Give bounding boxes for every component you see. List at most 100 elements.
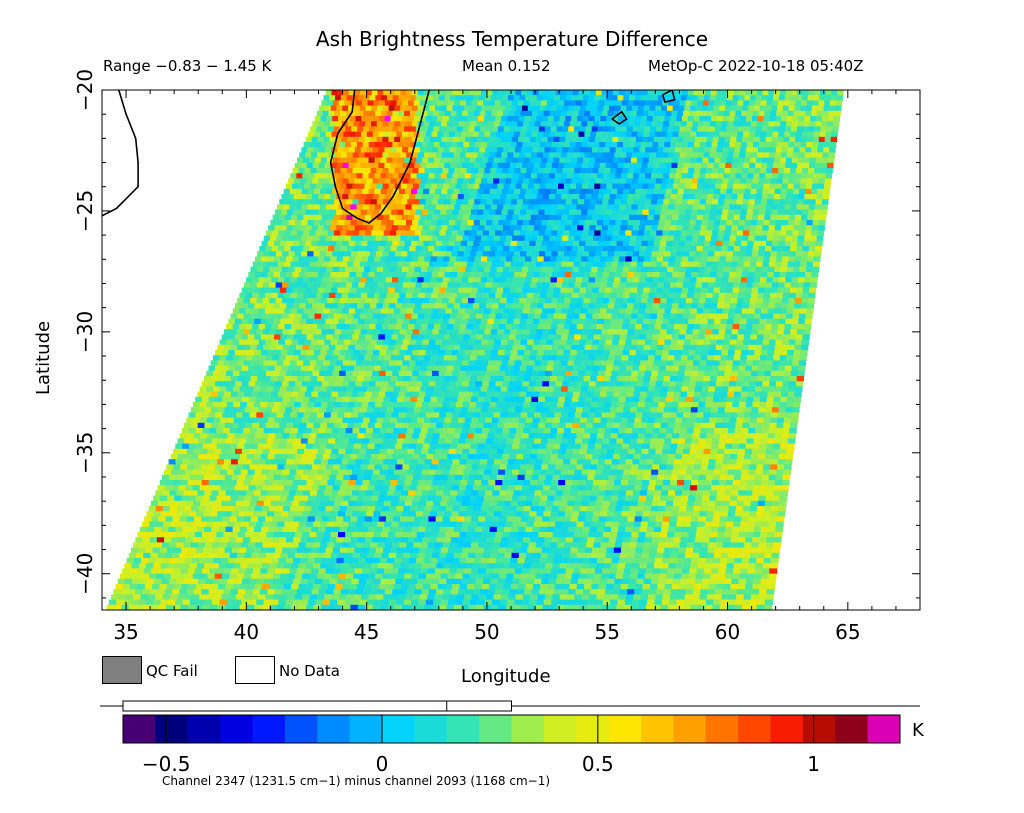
swath-cell bbox=[300, 334, 308, 341]
swath-cell bbox=[418, 256, 426, 263]
swath-cell bbox=[297, 324, 305, 330]
swath-cell bbox=[464, 105, 471, 112]
swath-cell bbox=[786, 188, 794, 195]
swath-cell bbox=[661, 292, 669, 299]
swath-cell bbox=[795, 339, 803, 346]
swath-cell bbox=[796, 95, 803, 101]
swath-cell bbox=[302, 344, 310, 351]
swath-cell bbox=[311, 194, 319, 200]
swath-cell bbox=[314, 313, 322, 320]
swath-cell bbox=[511, 303, 519, 309]
swath-cell bbox=[485, 324, 493, 330]
swath-cell bbox=[475, 142, 482, 148]
swath-cell bbox=[452, 246, 460, 252]
swath-cell bbox=[512, 136, 519, 143]
swath-cell bbox=[606, 136, 614, 143]
swath-cell bbox=[678, 105, 685, 112]
swath-cell bbox=[355, 116, 362, 122]
swath-cell bbox=[360, 147, 368, 153]
swath-cell bbox=[709, 344, 717, 351]
swath-cell bbox=[548, 95, 555, 101]
swath-cell bbox=[441, 136, 448, 143]
swath-cell bbox=[439, 142, 447, 148]
swath-cell bbox=[580, 147, 587, 153]
swath-cell bbox=[435, 360, 443, 367]
swath-cell bbox=[693, 142, 701, 148]
swath-cell bbox=[441, 282, 448, 289]
swath-cell bbox=[745, 287, 753, 294]
swath-cell bbox=[576, 298, 584, 304]
swath-cell bbox=[219, 339, 227, 346]
swath-cell bbox=[652, 220, 660, 226]
swath-cell bbox=[814, 251, 822, 257]
swath-cell bbox=[346, 246, 354, 252]
swath-cell bbox=[684, 131, 691, 138]
swath-cell bbox=[431, 100, 438, 107]
swath-cell bbox=[718, 365, 726, 372]
swath-cell bbox=[560, 240, 568, 247]
swath-cell bbox=[538, 209, 546, 216]
swath-cell bbox=[273, 287, 281, 294]
swath-cell bbox=[666, 329, 674, 335]
swath-cell bbox=[682, 142, 689, 148]
swath-cell bbox=[285, 355, 293, 361]
swath-cell bbox=[812, 178, 820, 185]
swath-cell bbox=[708, 313, 716, 320]
swath-cell bbox=[441, 339, 450, 346]
swath-cell bbox=[304, 168, 312, 174]
swath-cell bbox=[433, 142, 441, 148]
swath-cell bbox=[713, 194, 720, 200]
swath-cell bbox=[298, 272, 306, 278]
swath-cell bbox=[580, 282, 588, 289]
swath-cell bbox=[524, 116, 531, 122]
swath-cell bbox=[563, 121, 571, 127]
swath-cell bbox=[705, 90, 712, 96]
swath-cell bbox=[286, 225, 294, 231]
swath-cell bbox=[657, 339, 666, 346]
swath-cell bbox=[531, 131, 538, 138]
swath-cell bbox=[783, 287, 791, 294]
swath-cell bbox=[581, 142, 589, 148]
swath-cell bbox=[629, 318, 637, 325]
swath-cell bbox=[724, 261, 732, 268]
swath-cell bbox=[507, 339, 515, 346]
swath-cell bbox=[507, 116, 514, 122]
swath-cell bbox=[333, 298, 341, 304]
swath-cell bbox=[379, 277, 387, 283]
swath-cell bbox=[804, 194, 811, 200]
swath-cell bbox=[620, 360, 628, 367]
swath-cell bbox=[770, 370, 779, 377]
swath-cell bbox=[549, 355, 557, 361]
swath-cell bbox=[775, 339, 783, 346]
swath-cell bbox=[412, 292, 420, 299]
swath-cell bbox=[509, 287, 517, 294]
swath-cell bbox=[711, 116, 718, 122]
swath-cell bbox=[707, 220, 715, 226]
swath-cell bbox=[702, 157, 710, 164]
swath-cell bbox=[773, 162, 780, 169]
swath-cell bbox=[509, 308, 517, 315]
swath-cell bbox=[404, 110, 411, 117]
swath-cell bbox=[529, 355, 537, 361]
swath-cell bbox=[247, 303, 255, 309]
swath-cell bbox=[443, 355, 451, 361]
swath-cell bbox=[530, 303, 538, 309]
swath-cell bbox=[396, 282, 404, 289]
swath-cell bbox=[427, 110, 434, 117]
swath-cell bbox=[656, 256, 664, 263]
swath-cell bbox=[673, 100, 681, 107]
swath-cell bbox=[490, 329, 498, 335]
swath-cell bbox=[517, 100, 525, 107]
swath-cell bbox=[423, 277, 431, 283]
swath-cell bbox=[798, 230, 806, 237]
swath-cell bbox=[621, 246, 629, 252]
swath-cell bbox=[801, 214, 808, 221]
swath-cell bbox=[713, 105, 720, 112]
swath-cell bbox=[760, 168, 767, 174]
swath-cell bbox=[520, 168, 527, 174]
swath-cell bbox=[295, 220, 302, 226]
swath-cell bbox=[609, 173, 616, 179]
swath-cell bbox=[736, 339, 744, 346]
swath-cell bbox=[342, 308, 350, 315]
swath-cell bbox=[796, 246, 804, 252]
